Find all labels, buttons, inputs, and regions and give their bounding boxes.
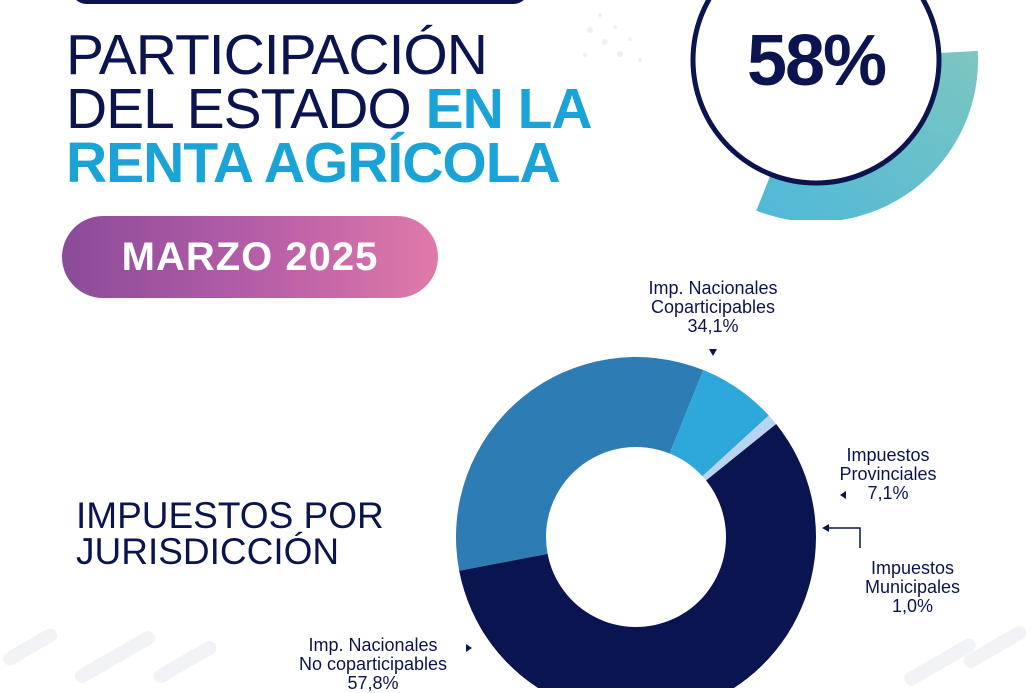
slice-label-line: Impuestos xyxy=(870,558,955,578)
slice-label-line: Provinciales xyxy=(839,464,937,484)
title-line-2-highlight: EN LA xyxy=(425,77,593,141)
slice-label-line: Impuestos xyxy=(846,445,930,465)
slice-value-label: 1,0% xyxy=(891,596,934,616)
gauge-inner-circle xyxy=(690,0,942,186)
slice-value-label: 57,8% xyxy=(347,673,399,693)
percentage-gauge xyxy=(690,0,978,220)
slice-label-line: No coparticipables xyxy=(298,654,448,674)
slice-label-line: Coparticipables xyxy=(650,297,776,317)
slice-municipales xyxy=(702,415,777,481)
gauge-value: 58% xyxy=(746,21,887,101)
slice-nacionales-no-coparticipables xyxy=(459,424,816,688)
slice-value-label: 34,1% xyxy=(687,316,739,336)
slice-label-municipales: Impuestos Municipales 1,0% xyxy=(845,559,980,616)
top-banner-pill xyxy=(70,0,530,4)
pointer-nacionales-coparticipables xyxy=(709,349,717,356)
pointer-provinciales xyxy=(840,491,846,499)
title-line-1: PARTICIPACIÓN xyxy=(66,23,488,87)
slice-label-line: Imp. Nacionales xyxy=(648,278,778,298)
gauge-arc xyxy=(756,50,978,220)
slice-label-line: Imp. Nacionales xyxy=(308,635,438,655)
slice-label-line: Municipales xyxy=(864,577,961,597)
slice-label-nacionales-no-coparticipables: Imp. Nacionales No coparticipables 57,8% xyxy=(268,636,478,693)
title-line-2: DEL ESTADO EN LA xyxy=(66,81,593,138)
title-line-2-plain: DEL ESTADO xyxy=(66,77,426,141)
section-title: IMPUESTOS POR JURISDICCIÓN xyxy=(76,495,384,572)
slice-value-label: 7,1% xyxy=(867,483,909,503)
page-title: PARTICIPACIÓN DEL ESTADO EN LA RENTA AGR… xyxy=(66,23,593,195)
slice-nacionales-coparticipables xyxy=(456,356,704,571)
pointer-municipales xyxy=(822,524,829,532)
pointer-nacionales-no-coparticipables xyxy=(466,644,472,652)
slice-label-provinciales: Impuestos Provinciales 7,1% xyxy=(818,446,958,503)
pointer-line-municipales xyxy=(826,527,861,548)
title-line-3: RENTA AGRÍCOLA xyxy=(66,131,561,195)
slice-provinciales xyxy=(669,370,769,477)
date-badge: MARZO 2025 xyxy=(62,216,438,298)
section-title-line-1: IMPUESTOS POR xyxy=(76,495,384,536)
section-title-line-2: JURISDICCIÓN xyxy=(76,531,340,572)
slice-label-nacionales-coparticipables: Imp. Nacionales Coparticipables 34,1% xyxy=(613,279,813,336)
